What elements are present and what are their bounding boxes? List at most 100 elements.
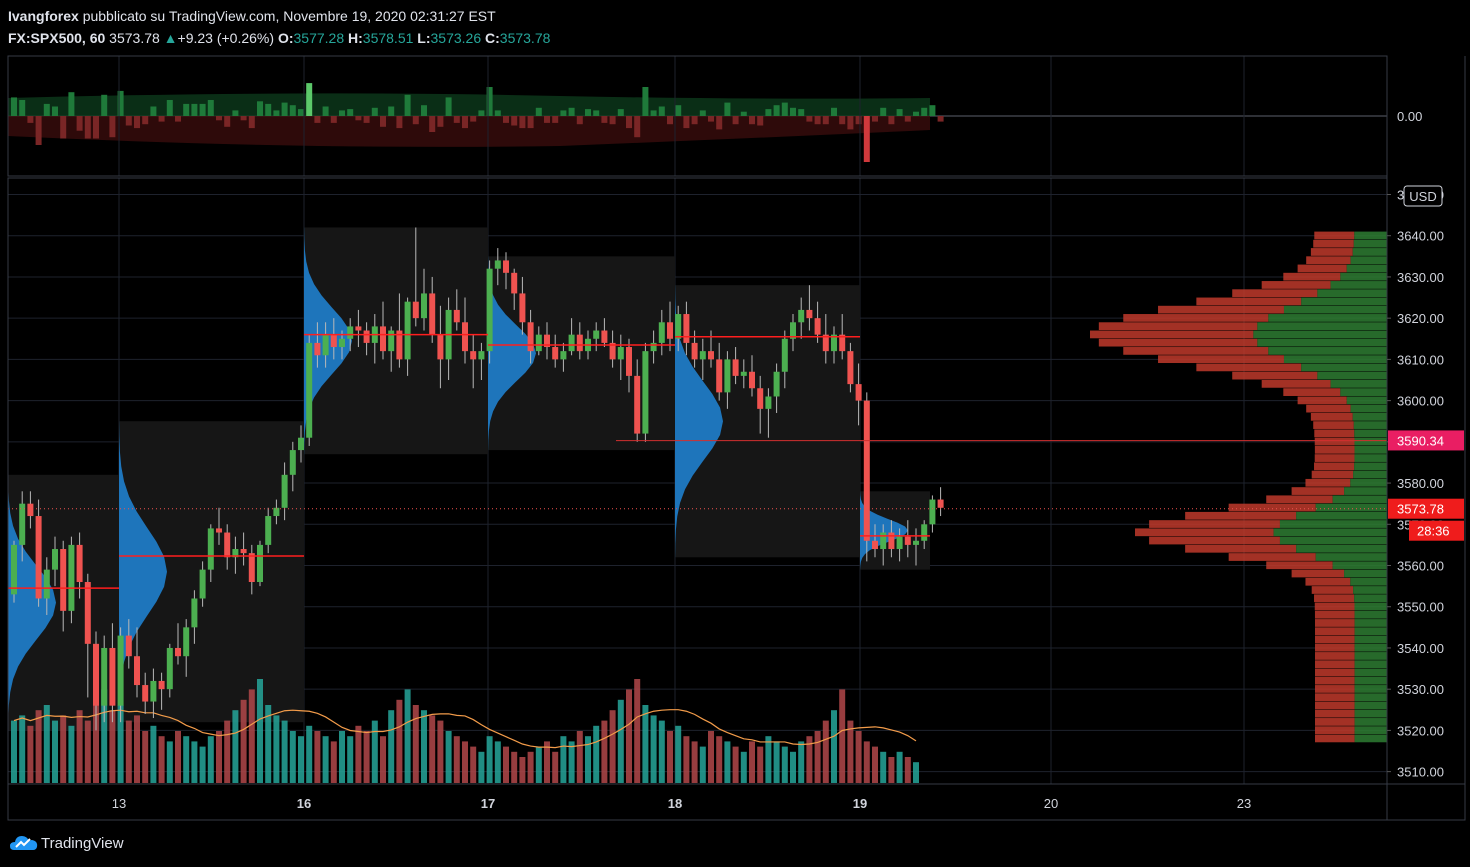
- vrp-down-bar: [1135, 528, 1274, 537]
- volume-bar: [814, 731, 821, 783]
- osc-bar: [683, 116, 690, 129]
- volume-bar: [626, 689, 632, 783]
- candle-body: [125, 635, 132, 657]
- y-tick-label: 3630.00: [1397, 270, 1444, 285]
- candle-body: [404, 301, 411, 360]
- osc-bar: [732, 116, 739, 125]
- volume-bar: [191, 741, 198, 783]
- x-tick-label: 18: [668, 796, 682, 811]
- vrp-down-bar: [1123, 314, 1269, 322]
- volume-bar: [462, 741, 468, 783]
- candle-body: [93, 643, 99, 706]
- candle-body: [937, 499, 944, 508]
- vrp-down-bar: [1314, 445, 1355, 454]
- candle-body: [330, 334, 337, 348]
- vrp-up-bar: [1301, 297, 1387, 306]
- session-volume-profile: [675, 285, 723, 558]
- candle-body: [634, 375, 641, 434]
- osc-bar: [183, 103, 190, 116]
- osc-bar: [421, 105, 427, 116]
- vrp-down-bar: [1228, 553, 1316, 561]
- candle-body: [68, 544, 75, 611]
- candle-body: [765, 396, 772, 409]
- vrp-down-bar: [1311, 470, 1354, 479]
- vrp-down-bar: [1311, 586, 1354, 594]
- volume-bar: [880, 751, 887, 783]
- osc-bar: [437, 116, 444, 127]
- osc-bar: [568, 107, 575, 116]
- vrp-up-bar: [1354, 231, 1387, 240]
- osc-bar: [68, 92, 75, 116]
- candle-body: [437, 334, 444, 360]
- vrp-down-bar: [1185, 544, 1297, 553]
- osc-bar: [11, 97, 17, 116]
- vrp-up-bar: [1257, 338, 1387, 347]
- osc-bar: [937, 116, 944, 122]
- volume-bar: [552, 751, 559, 783]
- vrp-down-bar: [1261, 380, 1331, 388]
- y-tick-label: 3520.00: [1397, 723, 1444, 738]
- candle-body: [339, 338, 345, 348]
- volume-bar: [757, 746, 764, 783]
- candle-body: [35, 516, 42, 599]
- vrp-down-bar: [1283, 272, 1341, 281]
- visible-range-profile: [1090, 231, 1387, 743]
- volume-bar: [68, 725, 75, 783]
- currency-label: USD: [1409, 189, 1436, 204]
- vrp-up-bar: [1354, 619, 1387, 627]
- volume-bar: [371, 720, 378, 783]
- osc-bar: [199, 103, 206, 116]
- vrp-down-bar: [1313, 239, 1354, 248]
- volume-bar: [158, 736, 165, 783]
- volume-moving-average: [13, 709, 917, 749]
- osc-bar: [839, 116, 846, 125]
- publish-line: Ivangforex pubblicato su TradingView.com…: [8, 8, 496, 24]
- vrp-up-bar: [1257, 322, 1387, 331]
- candle-body: [847, 351, 854, 385]
- osc-bar: [298, 109, 304, 116]
- candle-body: [601, 330, 608, 343]
- tradingview-logo[interactable]: TradingView: [10, 833, 124, 853]
- osc-bar: [453, 116, 460, 123]
- volume-bar: [601, 720, 608, 783]
- osc-bar: [724, 102, 731, 116]
- vrp-up-bar: [1279, 536, 1387, 545]
- volume-bar: [396, 699, 403, 783]
- osc-bar: [872, 116, 878, 122]
- volume-bars: [11, 679, 919, 783]
- vrp-down-bar: [1297, 264, 1347, 273]
- volume-bar: [150, 725, 157, 783]
- vrp-up-bar: [1354, 643, 1387, 652]
- volume-bar: [43, 705, 50, 783]
- osc-bar: [806, 116, 813, 122]
- symbol-label[interactable]: FX:SPX500, 60: [8, 30, 106, 46]
- candle-body: [462, 322, 468, 352]
- volume-bar: [363, 731, 370, 783]
- level-price-label: 3590.34: [1397, 433, 1444, 448]
- osc-bar: [740, 111, 747, 116]
- x-tick-label: 16: [297, 796, 311, 811]
- volume-bar: [773, 741, 780, 783]
- osc-bar: [585, 109, 591, 116]
- volume-bar: [798, 741, 805, 783]
- osc-bar: [913, 111, 919, 116]
- osc-bar: [904, 116, 911, 122]
- volume-bar: [781, 746, 788, 783]
- volume-bar: [896, 751, 903, 783]
- volume-bar: [749, 741, 755, 783]
- volume-bar: [199, 746, 206, 783]
- candle-body: [27, 503, 34, 517]
- osc-bar: [691, 116, 698, 125]
- volume-bar: [585, 736, 591, 783]
- ohlc-line: FX:SPX500, 60 3573.78 ▲+9.23 (+0.26%) O:…: [8, 30, 550, 46]
- osc-bar: [19, 100, 26, 116]
- osc-bar: [634, 116, 641, 138]
- author-name[interactable]: Ivangforex: [8, 8, 79, 24]
- osc-bar: [142, 116, 149, 125]
- volume-bar: [125, 720, 132, 783]
- volume-bar: [732, 746, 739, 783]
- osc-bar: [27, 116, 34, 123]
- candle-body: [831, 334, 837, 352]
- vrp-down-bar: [1314, 627, 1355, 636]
